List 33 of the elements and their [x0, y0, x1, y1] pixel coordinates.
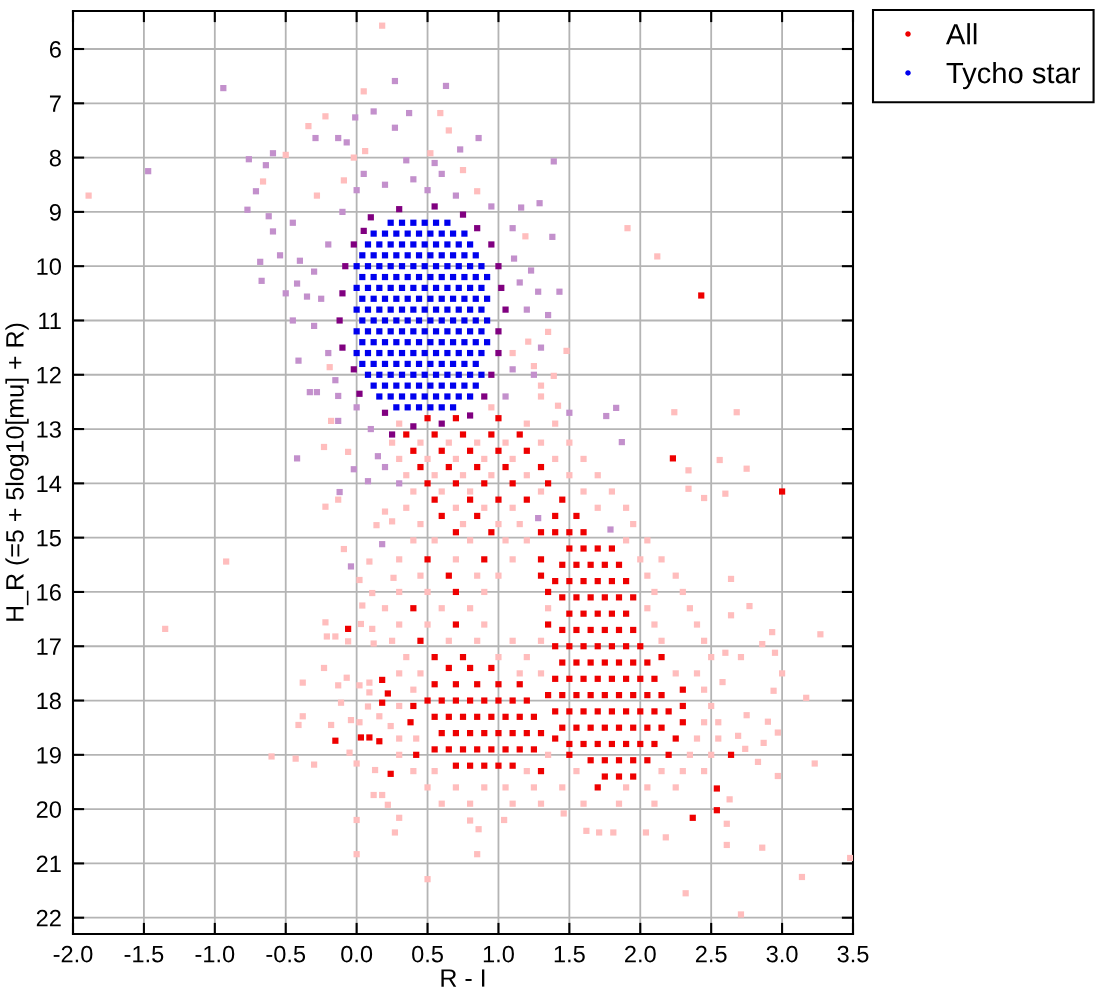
x-tick-label: 3.0: [766, 945, 798, 963]
y-tick-label: 7: [49, 95, 61, 112]
x-tick-label: 1.0: [483, 945, 514, 963]
y-tick-label: 9: [49, 203, 61, 221]
x-tick-label: -2.0: [53, 945, 93, 963]
y-tick-label: 13: [37, 421, 61, 438]
y-tick-label: 15: [37, 529, 61, 547]
y-tick-label: 21: [36, 855, 61, 872]
y-tick-label: 20: [36, 801, 61, 818]
y-axis-title: H_R (=5 + 5log10[mu] + R): [5, 323, 29, 621]
x-tick-label: 3.5: [837, 945, 869, 963]
y-tick-label: 19: [37, 746, 61, 764]
y-tick-label: 18: [37, 692, 61, 710]
y-tick-label: 17: [37, 638, 61, 655]
x-tick-label: -0.5: [266, 945, 306, 963]
x-tick-label: 0.5: [412, 945, 443, 963]
y-tick-label: 11: [39, 312, 61, 330]
y-tick-label: 12: [37, 366, 61, 384]
y-tick-label: 14: [37, 475, 62, 492]
x-tick-label: -1.0: [195, 945, 235, 963]
x-tick-label: 0.0: [341, 945, 373, 963]
y-tick-label: 10: [37, 258, 61, 275]
x-axis-title: R - I: [441, 969, 485, 987]
x-tick-label: 2.0: [625, 945, 656, 963]
x-tick-label: 2.5: [695, 945, 727, 963]
y-tick-label: 22: [36, 909, 61, 927]
y-tick-label: 16: [37, 584, 61, 601]
x-tick-label: -1.5: [124, 945, 164, 963]
legend-label: All: [945, 23, 977, 45]
y-tick-label: 8: [49, 149, 61, 167]
legend-label: Tycho star: [946, 61, 1080, 90]
y-tick-label: 6: [49, 41, 61, 58]
x-tick-label: 1.5: [554, 945, 585, 963]
